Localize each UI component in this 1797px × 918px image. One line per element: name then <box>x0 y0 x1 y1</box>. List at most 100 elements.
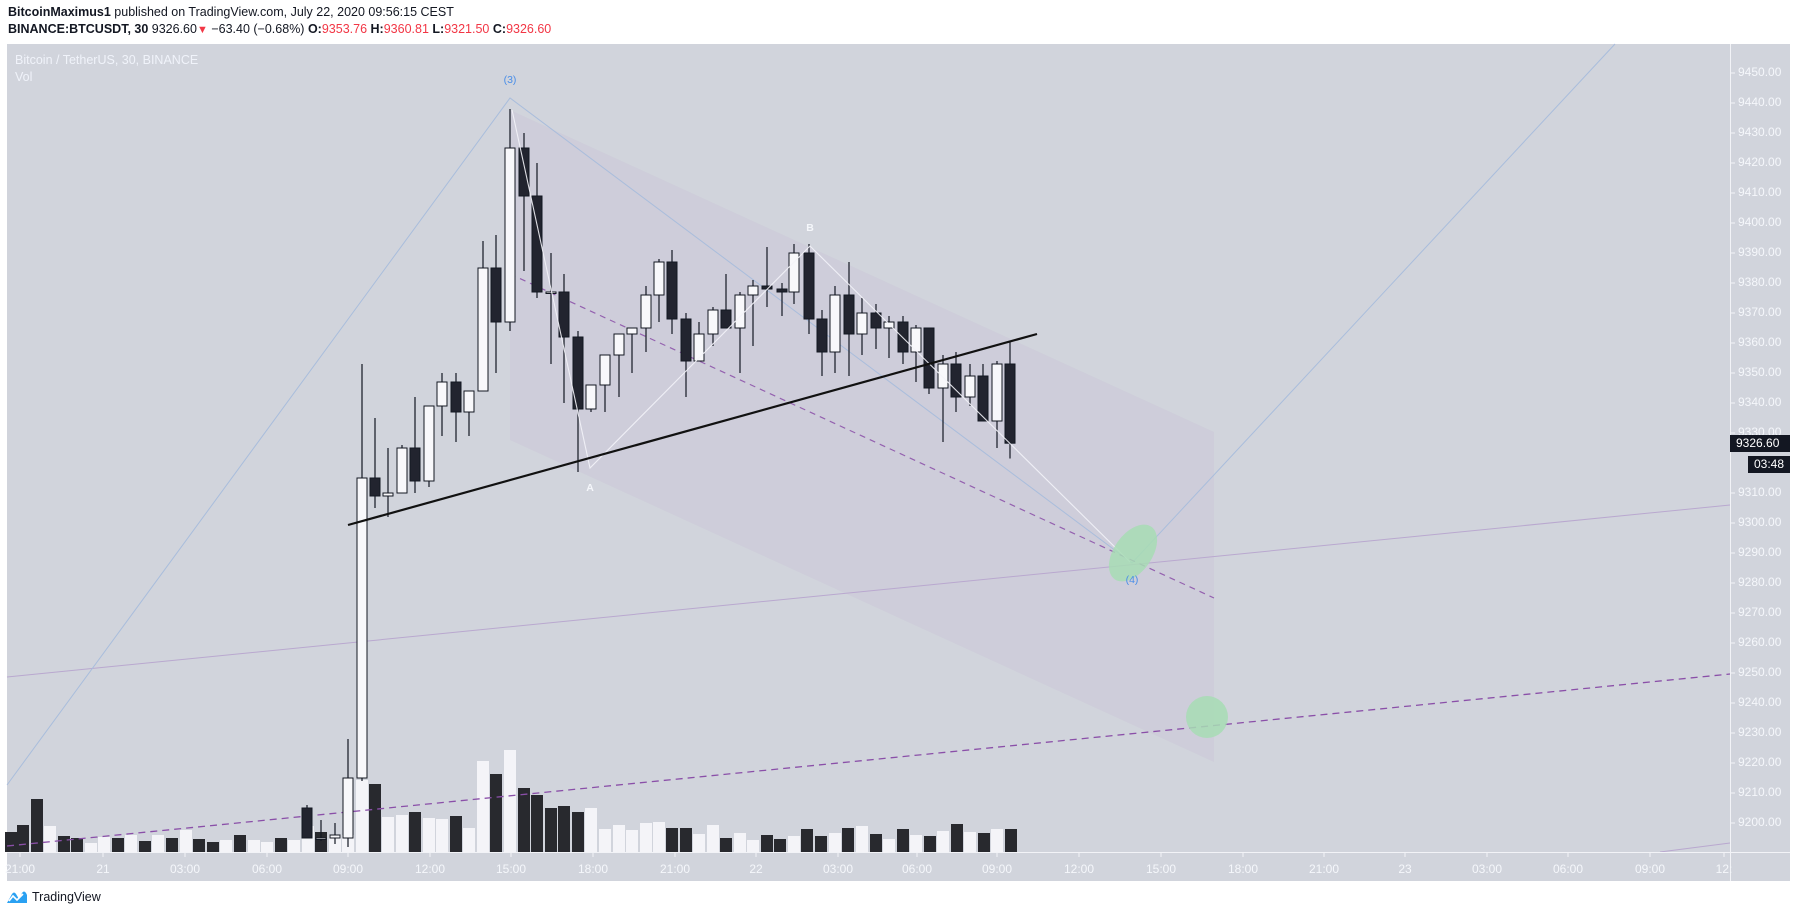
bar-countdown: 03:48 <box>1748 456 1790 473</box>
wave-b-label[interactable]: B <box>806 222 814 234</box>
candle-up <box>545 291 557 294</box>
volume-bar <box>599 829 611 852</box>
time-tick-label: 06:00 <box>251 862 283 876</box>
time-tick-label: 12:00 <box>1063 862 1095 876</box>
candle-down <box>518 147 530 197</box>
time-tick-label: 06:00 <box>901 862 933 876</box>
candle-up <box>747 285 759 296</box>
high-label: H: <box>370 22 384 36</box>
volume-bar <box>436 819 448 852</box>
candle-up <box>829 294 841 353</box>
volume-bar <box>883 839 895 852</box>
down-arrow-icon: ▼ <box>196 24 208 36</box>
volume-bar <box>518 788 530 852</box>
volume-bar <box>870 834 882 852</box>
candle-up <box>329 834 341 839</box>
dashed-support-line <box>6 673 1731 847</box>
wave-a-label[interactable]: A <box>586 482 594 494</box>
candle-down <box>531 195 543 293</box>
candle-down <box>572 336 584 410</box>
time-tick-label: 09:00 <box>981 862 1013 876</box>
price-tick-label: 9200.00 <box>1738 815 1782 829</box>
legend-title[interactable]: Bitcoin / TetherUS, 30, BINANCE <box>15 53 199 67</box>
volume-bar <box>991 829 1003 852</box>
price-tick-label: 9250.00 <box>1738 665 1782 679</box>
volume-bar <box>585 808 597 852</box>
symbol-info: BINANCE:BTCUSDT, 30 9326.60▼ −63.40 (−0.… <box>8 22 551 36</box>
price-tick-label: 9370.00 <box>1738 305 1782 319</box>
candle-up <box>477 267 489 392</box>
volume-bar <box>152 835 164 852</box>
open-value: 9353.76 <box>321 22 368 36</box>
volume-bar <box>288 840 300 852</box>
candle-down <box>450 381 462 413</box>
author-name[interactable]: BitcoinMaximus1 <box>8 5 111 19</box>
price-tick-label: 9380.00 <box>1738 275 1782 289</box>
volume-bar <box>98 837 110 852</box>
time-tick-label: 21:00 <box>4 862 36 876</box>
support-trendline <box>347 332 1038 527</box>
volume-bar <box>125 835 137 852</box>
volume-bar <box>842 828 854 852</box>
volume-bar <box>234 835 246 852</box>
volume-bar <box>693 834 705 852</box>
time-tick-label: 09:00 <box>332 862 364 876</box>
close-value: 9326.60 <box>506 22 552 36</box>
price-tick-label: 9360.00 <box>1738 335 1782 349</box>
volume-bar <box>613 825 625 852</box>
volume-bar <box>180 830 192 852</box>
candle-up <box>504 147 516 323</box>
volume-bar <box>707 825 719 852</box>
price-tick-label: 9240.00 <box>1738 695 1782 709</box>
candle-down <box>369 477 381 497</box>
volume-bar <box>504 750 516 852</box>
volume-bar <box>31 799 43 852</box>
legend-volume[interactable]: Vol <box>15 70 33 84</box>
target-zone-ellipse <box>1108 524 1158 582</box>
abc-correction-line <box>511 109 1131 563</box>
volume-bar <box>1005 829 1017 852</box>
volume-bar <box>788 836 800 852</box>
candle-down <box>923 327 935 389</box>
candle-up <box>640 294 652 329</box>
candle-down <box>977 375 989 422</box>
candle-down <box>776 288 788 293</box>
candle-down <box>870 312 882 329</box>
candle-up <box>463 390 475 413</box>
volume-bar <box>112 838 124 852</box>
volume-bar <box>761 835 773 852</box>
high-value: 9360.81 <box>383 22 429 36</box>
volume-bar <box>275 838 287 852</box>
volume-bar <box>680 828 692 852</box>
volume-bar <box>978 833 990 852</box>
chart-pane[interactable] <box>7 44 1790 881</box>
volume-bar <box>369 784 381 852</box>
chart-legend: Bitcoin / TetherUS, 30, BINANCE Vol <box>15 52 198 86</box>
volume-bar <box>572 812 584 852</box>
low-value: 9321.50 <box>444 22 490 36</box>
price-tick-label: 9420.00 <box>1738 155 1782 169</box>
candles <box>301 109 1016 847</box>
volume-bar <box>423 818 435 852</box>
volume-bar <box>396 815 408 852</box>
time-tick-label: 21:00 <box>1308 862 1340 876</box>
wave-3-label[interactable]: (3) <box>503 74 517 86</box>
volume-bar <box>166 838 178 852</box>
wave-4-label[interactable]: (4) <box>1125 574 1139 586</box>
footer-brand[interactable]: TradingView <box>6 890 101 904</box>
candle-down <box>666 261 678 320</box>
time-tick-label: 22 <box>749 862 763 876</box>
volume-bar <box>801 829 813 852</box>
candle-up <box>382 492 394 497</box>
candle-up <box>396 447 408 494</box>
volume-bar <box>910 835 922 852</box>
trendline[interactable] <box>347 109 1131 563</box>
price-tick-label: 9430.00 <box>1738 125 1782 139</box>
time-tick-label: 21 <box>96 862 110 876</box>
candle-down <box>720 309 732 329</box>
price-tick-label: 9220.00 <box>1738 755 1782 769</box>
volume-bar <box>193 839 205 852</box>
time-tick-label: 09:00 <box>1634 862 1666 876</box>
volume-bars <box>5 750 1017 852</box>
